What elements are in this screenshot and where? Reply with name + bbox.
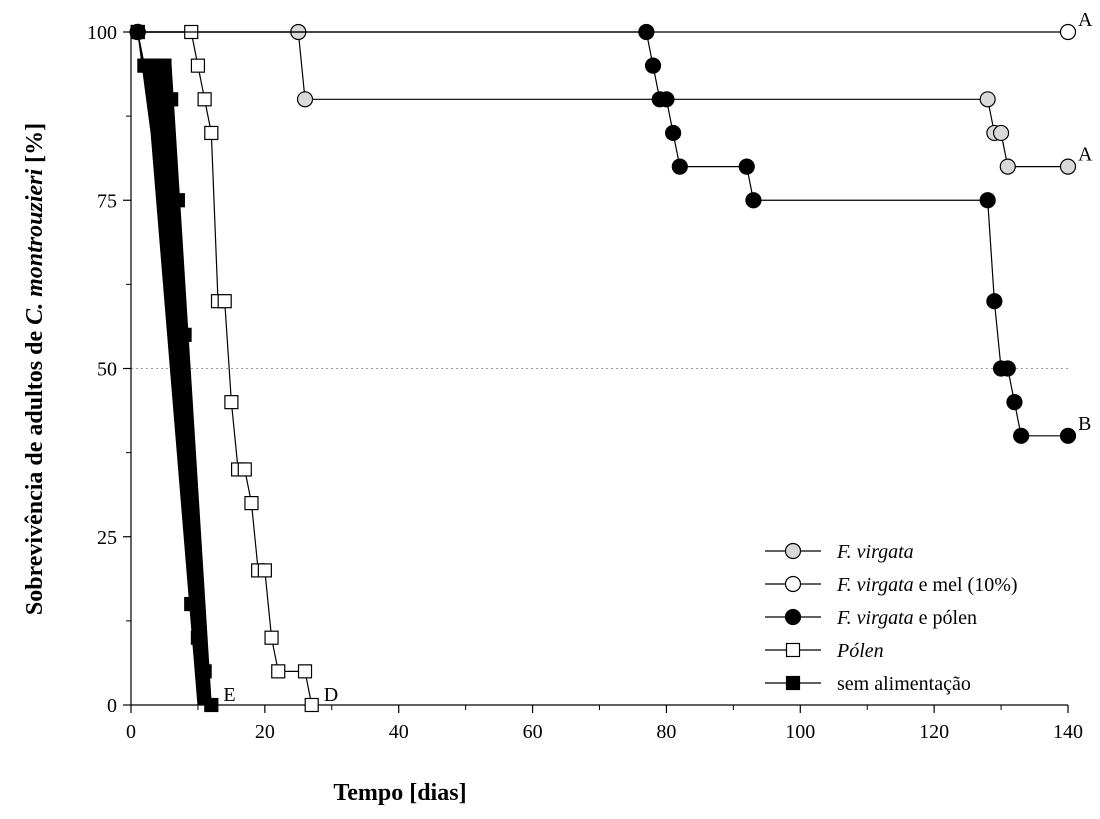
legend-label: Pólen (836, 640, 884, 662)
series-2 (129, 23, 1077, 444)
x-tick-label: 80 (656, 721, 676, 743)
data-point (296, 91, 314, 108)
legend-marker (784, 575, 802, 593)
data-point (992, 124, 1010, 142)
text-part: Sobrevivência de adultos de (22, 325, 48, 615)
data-point (671, 158, 688, 175)
text-part: F. virgata (836, 607, 914, 629)
data-point (197, 92, 212, 107)
data-point (190, 58, 206, 73)
data-point (170, 193, 185, 208)
data-point (999, 360, 1016, 377)
x-tick-label: 40 (389, 721, 409, 743)
data-point (217, 294, 232, 309)
legend-item-3: Pólen (765, 640, 884, 662)
data-point (658, 91, 675, 108)
text-part: Pólen (836, 640, 884, 662)
legend-marker (785, 675, 801, 691)
legend-marker (785, 642, 801, 658)
legend-label: F. virgata (836, 541, 914, 563)
data-point (1059, 23, 1077, 41)
x-tick-label: 20 (255, 721, 275, 743)
legend-item-1: F. virgata e mel (10%) (765, 574, 1018, 596)
legend-item-0: F. virgata (765, 541, 914, 563)
data-point (244, 496, 259, 511)
data-point (237, 462, 252, 477)
legend-marker (784, 608, 802, 626)
legend-marker (784, 542, 802, 560)
y-tick-label: 75 (97, 190, 117, 212)
text-part: e mel (10%) (914, 574, 1018, 596)
series-end-label: E (223, 684, 235, 706)
series-0 (129, 23, 1077, 175)
text-part: F. virgata (836, 574, 914, 596)
x-axis-title: Tempo [dias] (333, 780, 466, 806)
data-point (271, 664, 286, 679)
data-point (204, 125, 219, 141)
series-line (137, 31, 1068, 437)
legend-item-2: F. virgata e pólen (765, 607, 977, 629)
x-tick-label: 120 (919, 721, 949, 743)
legend-label: sem alimentação (837, 673, 971, 695)
series-end-label: D (324, 684, 338, 706)
data-point (999, 158, 1016, 175)
data-point (738, 158, 755, 175)
data-point (129, 23, 146, 41)
end-labels: A A D E B (223, 9, 1093, 706)
text-part: F. virgata (836, 541, 914, 563)
data-point (665, 124, 682, 142)
x-tick-label: 0 (126, 721, 136, 743)
series-end-label: A (1078, 144, 1093, 166)
data-point (197, 664, 212, 679)
y-tick-label: 0 (107, 695, 117, 717)
data-point (204, 697, 219, 713)
text-part: e pólen (914, 607, 977, 629)
data-point (986, 293, 1003, 310)
y-axis-title: Sobrevivência de adultos de C. montrouzi… (22, 123, 48, 615)
data-point (157, 58, 172, 73)
data-point (257, 563, 272, 578)
y-tick-label: 25 (97, 527, 117, 549)
series-end-label: B (1078, 413, 1091, 435)
data-point (164, 92, 179, 107)
data-point (745, 192, 762, 209)
data-point (1006, 394, 1023, 411)
y-tick-label: 100 (87, 22, 117, 44)
legend-label: F. virgata e pólen (836, 607, 977, 629)
data-point (979, 91, 996, 108)
text-part: sem alimentação (837, 673, 971, 695)
text-part: C. montrouzieri (22, 169, 48, 325)
data-point (1059, 158, 1077, 175)
data-point (184, 596, 199, 612)
x-tick-label: 60 (523, 721, 543, 743)
data-point (1013, 427, 1030, 444)
data-point (297, 664, 313, 679)
x-tick-label: 140 (1053, 721, 1083, 743)
series-end-label: A (1078, 9, 1093, 31)
axes: 0 20 40 60 80 100 120 140 0 25 50 75 100 (87, 22, 1083, 743)
series-layer (129, 23, 1077, 713)
x-tick-label: 100 (785, 721, 815, 743)
data-point (264, 630, 279, 645)
data-point (638, 23, 655, 41)
series-band (137, 31, 212, 706)
series-4 (130, 24, 219, 713)
legend-item-4: sem alimentação (765, 673, 971, 695)
data-point (190, 630, 206, 645)
data-point (177, 327, 192, 342)
data-point (644, 57, 662, 74)
data-point (1059, 427, 1077, 444)
text-part: [%] (22, 123, 48, 169)
data-point (979, 192, 996, 209)
data-point (224, 395, 239, 410)
legend-label: F. virgata e mel (10%) (836, 574, 1018, 596)
y-tick-label: 50 (97, 359, 117, 381)
data-point (304, 697, 319, 713)
series-line (137, 31, 1068, 168)
